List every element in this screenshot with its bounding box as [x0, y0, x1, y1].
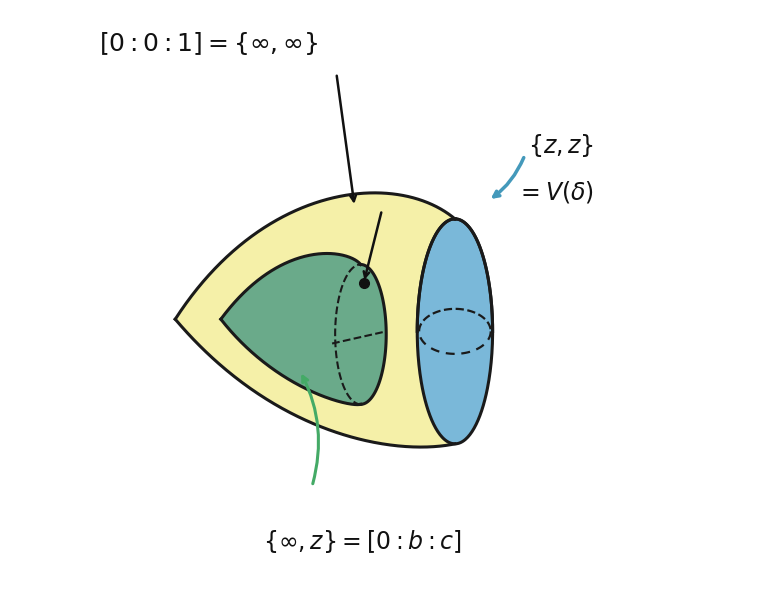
Text: $\{z,z\}$: $\{z,z\}$	[528, 133, 594, 159]
Polygon shape	[221, 254, 387, 405]
Text: $[0:0:1]=\{\infty,\infty\}$: $[0:0:1]=\{\infty,\infty\}$	[99, 30, 319, 57]
Polygon shape	[176, 193, 493, 447]
Text: $\{\infty,z\}=[0:b:c]$: $\{\infty,z\}=[0:b:c]$	[263, 528, 462, 554]
Text: $= V(\delta)$: $= V(\delta)$	[516, 179, 594, 204]
Polygon shape	[417, 219, 493, 444]
